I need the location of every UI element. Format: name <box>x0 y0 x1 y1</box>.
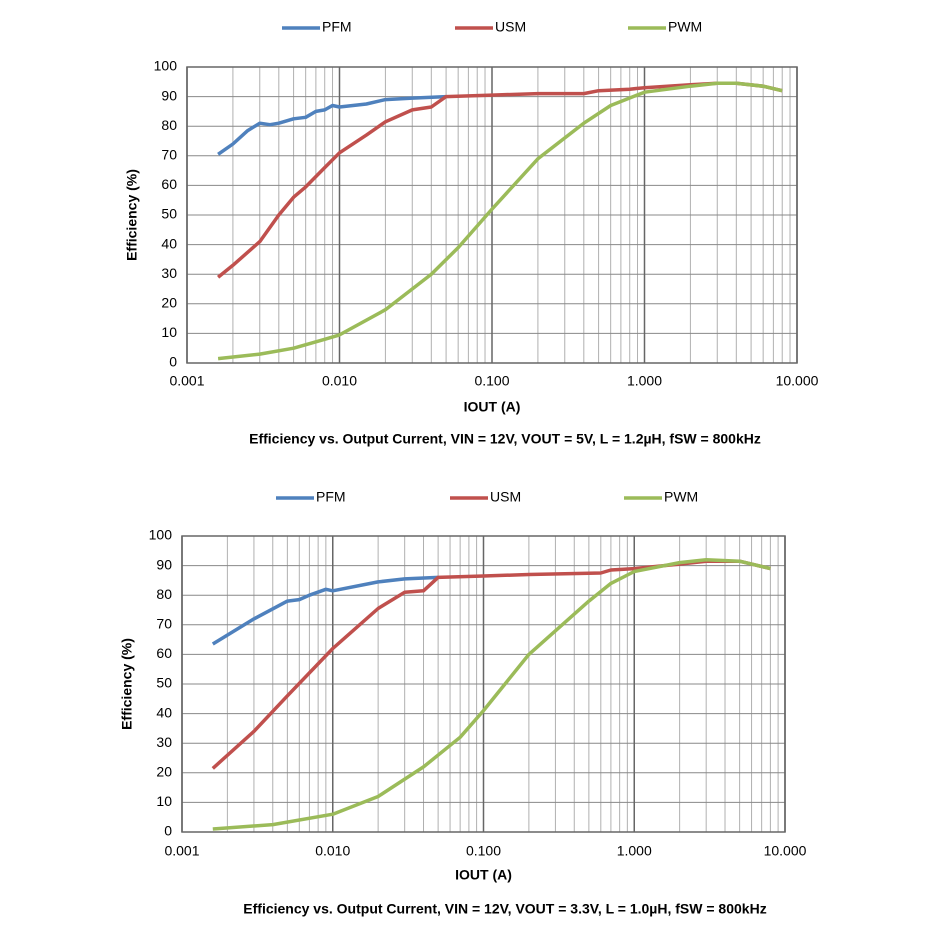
y-axis-label: Efficiency (%) <box>119 638 135 730</box>
legend-label: PFM <box>316 489 346 505</box>
y-tick-label: 10 <box>161 324 177 340</box>
y-tick-label: 90 <box>156 556 172 572</box>
series-line <box>211 559 771 770</box>
series-line <box>217 94 447 156</box>
legend-label: USM <box>495 19 526 35</box>
legend-label: USM <box>490 489 521 505</box>
x-tick-label: 0.001 <box>169 373 204 389</box>
y-tick-label: 10 <box>156 793 172 809</box>
y-tick-label: 60 <box>161 176 177 192</box>
chart-title: Efficiency vs. Output Current, VIN = 12V… <box>249 431 761 447</box>
y-tick-label: 50 <box>156 675 172 691</box>
y-tick-label: 80 <box>156 586 172 602</box>
series-line <box>211 575 439 646</box>
y-tick-label: 40 <box>161 235 177 251</box>
series-line <box>212 557 771 831</box>
plot-frame <box>186 66 798 364</box>
x-tick-label: 0.010 <box>315 843 350 859</box>
y-tick-label: 30 <box>156 734 172 750</box>
y-tick-label: 0 <box>164 823 172 839</box>
y-tick-label: 70 <box>161 147 177 163</box>
x-tick-label: 10.000 <box>776 373 819 389</box>
y-tick-label: 30 <box>161 265 177 281</box>
x-tick-label: 0.100 <box>466 843 501 859</box>
legend-label: PWM <box>664 489 698 505</box>
chart-title: Efficiency vs. Output Current, VIN = 12V… <box>243 901 766 917</box>
y-tick-label: 100 <box>149 527 173 543</box>
legend-label: PWM <box>668 19 702 35</box>
y-tick-label: 50 <box>161 206 177 222</box>
x-tick-label: 0.010 <box>322 373 357 389</box>
y-tick-label: 80 <box>161 117 177 133</box>
x-tick-label: 0.100 <box>474 373 509 389</box>
x-tick-label: 0.001 <box>164 843 199 859</box>
x-tick-label: 1.000 <box>617 843 652 859</box>
series-line <box>217 81 783 361</box>
y-tick-label: 20 <box>161 295 177 311</box>
y-tick-label: 90 <box>161 87 177 103</box>
y-tick-label: 40 <box>156 704 172 720</box>
y-axis-label: Efficiency (%) <box>124 169 140 261</box>
series-line <box>217 81 783 279</box>
legend-label: PFM <box>322 19 352 35</box>
y-tick-label: 0 <box>169 354 177 370</box>
x-tick-label: 10.000 <box>764 843 807 859</box>
x-tick-label: 1.000 <box>627 373 662 389</box>
y-tick-label: 100 <box>154 58 178 74</box>
x-axis-label: IOUT (A) <box>455 867 512 883</box>
y-tick-label: 60 <box>156 645 172 661</box>
plot-frame <box>181 535 786 833</box>
x-axis-label: IOUT (A) <box>464 399 521 415</box>
y-tick-label: 70 <box>156 616 172 632</box>
y-tick-label: 20 <box>156 764 172 780</box>
